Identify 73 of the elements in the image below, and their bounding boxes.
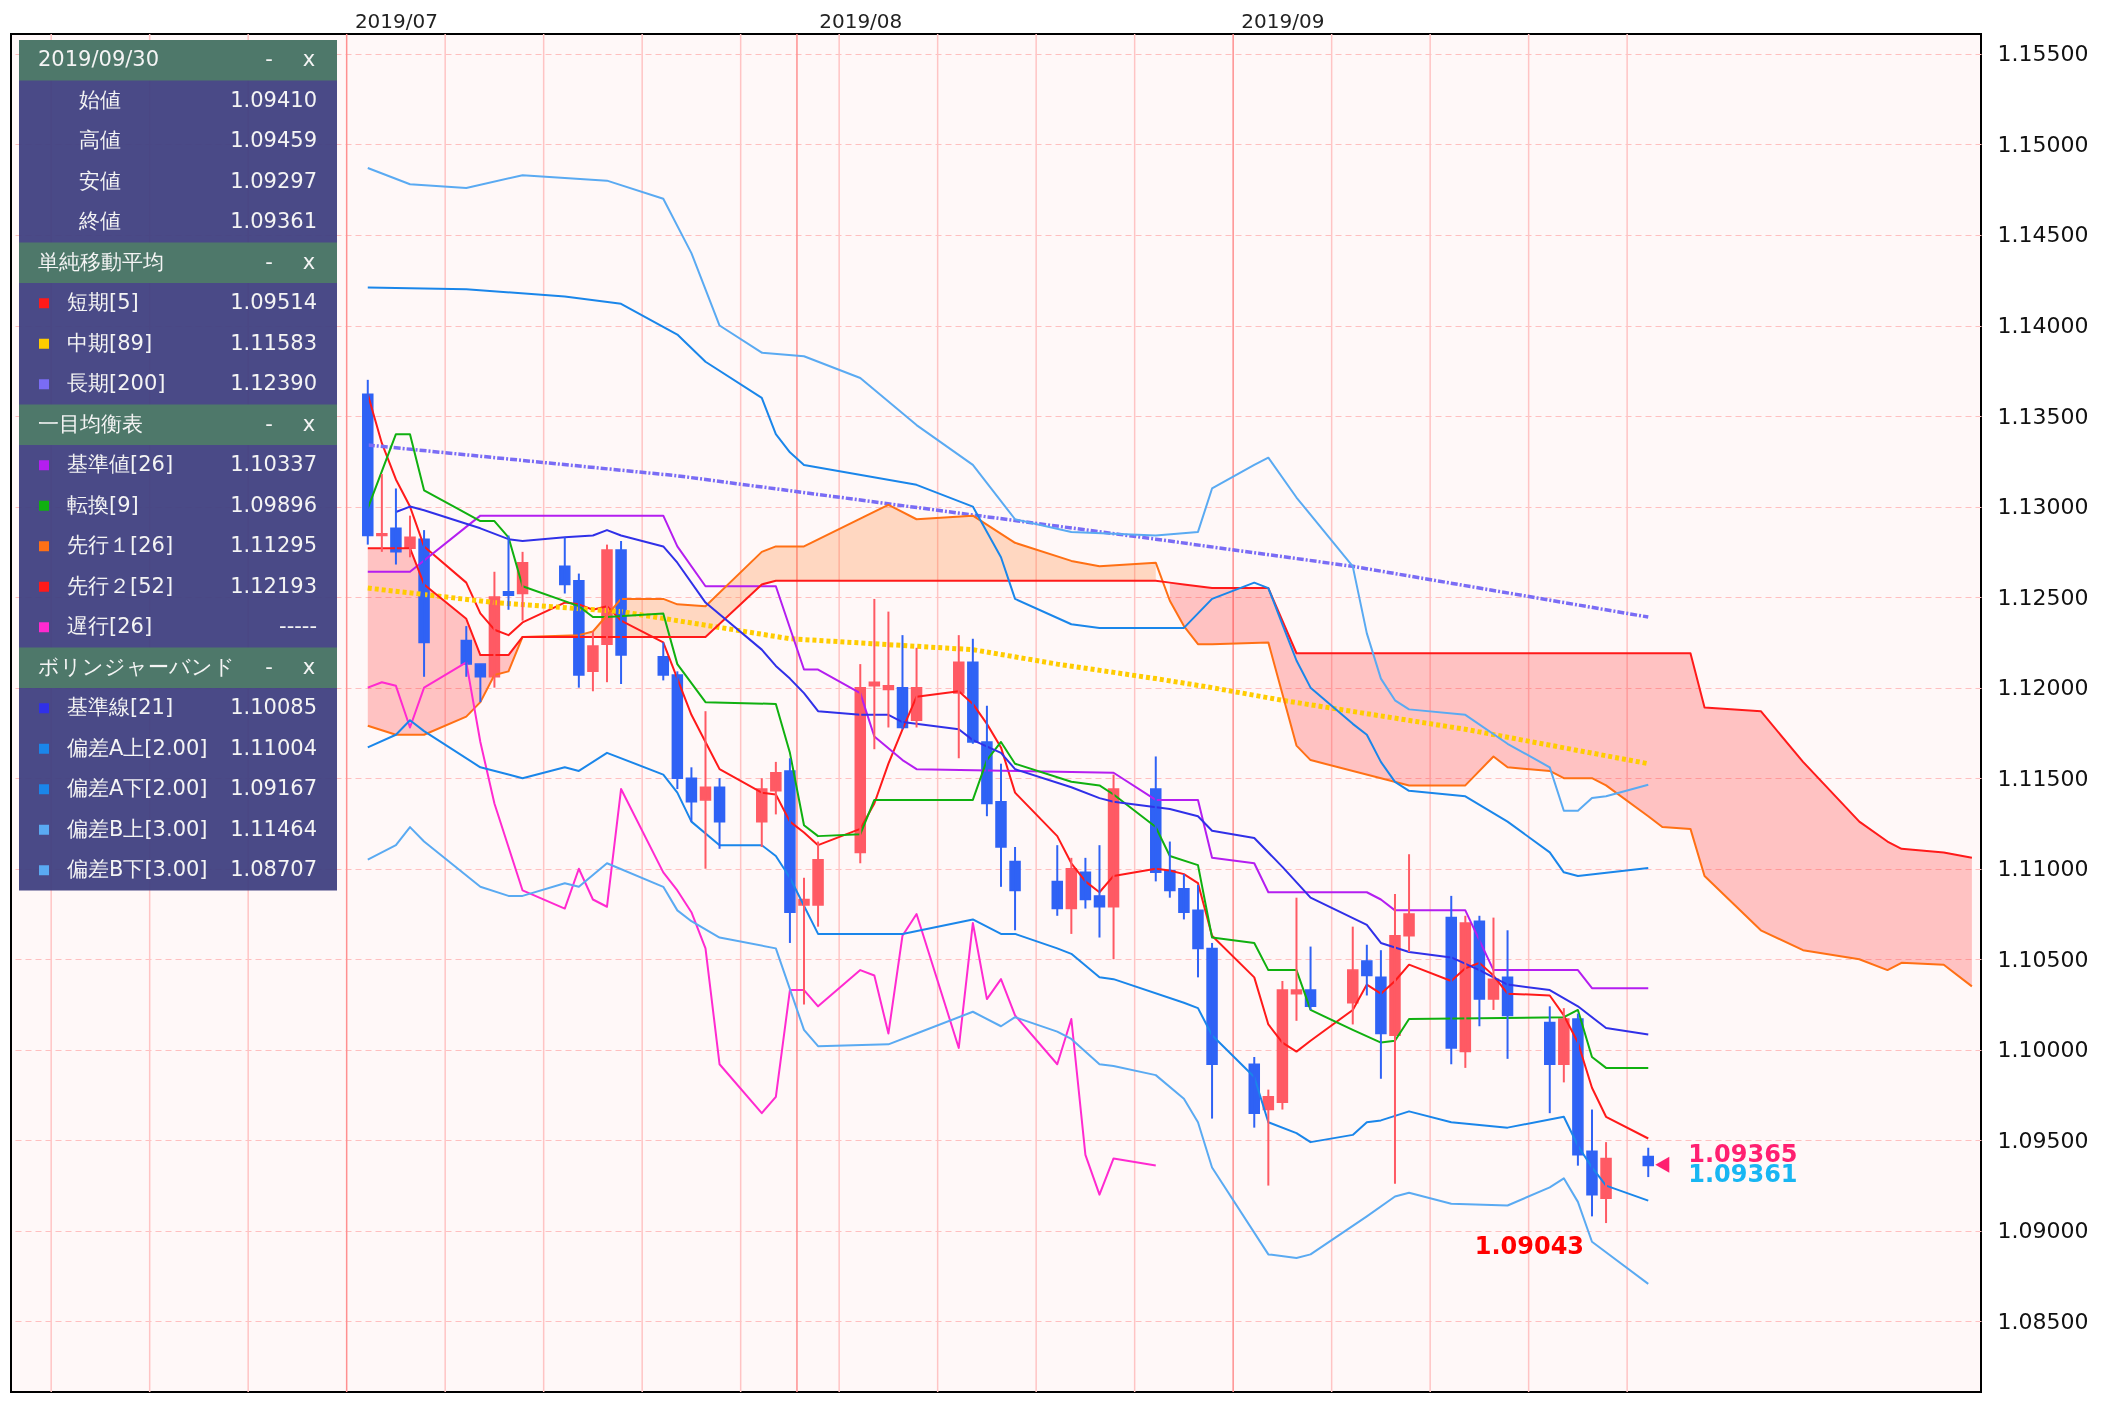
annotation: 1.09167 (230, 776, 317, 801)
candlestick (868, 597, 881, 751)
y-tick-label: 1.15500 (1997, 41, 2089, 67)
y-tick-label: 1.10000 (1997, 1037, 2089, 1063)
y-tick-label: 1.11000 (1997, 856, 2089, 882)
legend-label: 偏差B上[3.00] (67, 816, 208, 841)
annotation: 安値 (79, 168, 121, 193)
legend-label: 先行２[52] (67, 573, 174, 598)
annotation: x (302, 249, 316, 274)
annotation: 1.09297 (230, 168, 317, 193)
annotation: x (302, 411, 316, 436)
y-tick-label: 1.10500 (1997, 946, 2089, 972)
annotation: 始値 (79, 87, 121, 112)
annotation: 1.11004 (230, 735, 317, 760)
legend-label: 偏差B下[3.00] (67, 857, 208, 882)
annotation: - (265, 411, 273, 436)
line-series (366, 166, 1650, 812)
annotation: 2019/09/30 (38, 47, 160, 72)
annotation: 1.09361 (230, 209, 317, 234)
candlestick (770, 760, 782, 816)
y-tick-label: 1.13000 (1997, 494, 2089, 520)
y-tick-label: 1.13500 (1997, 403, 2089, 429)
legend-label: 短期[5] (67, 290, 139, 315)
annotation: 単純移動平均 (38, 249, 164, 274)
legend-label: 偏差A上[2.00] (67, 735, 208, 760)
x-tick-label: 2019/08 (819, 8, 903, 33)
line-series (366, 286, 1650, 877)
y-tick-label: 1.11500 (1997, 765, 2089, 791)
y-tick-label: 1.09000 (1997, 1218, 2089, 1244)
legend-label: 偏差A下[2.00] (67, 776, 208, 801)
legend-label: 中期[89] (67, 330, 153, 355)
annotation: 1.10085 (230, 695, 317, 720)
annotation: 1.10337 (230, 452, 317, 477)
annotation: 1.09410 (230, 87, 317, 112)
annotation: ----- (279, 614, 317, 639)
annotation: x (302, 654, 316, 679)
annotation: - (265, 654, 273, 679)
annotation: 1.09514 (230, 290, 317, 315)
line-series (366, 443, 1651, 619)
y-tick-label: 1.12000 (1997, 675, 2089, 701)
y-tick-label: 1.09500 (1997, 1127, 2089, 1153)
annotation: 1.09043 (1474, 1232, 1585, 1261)
legend-label: 転換[9] (67, 492, 139, 517)
line-series (366, 719, 1650, 1202)
legend-label: 先行１[26] (67, 533, 174, 558)
annotation: - (265, 47, 273, 72)
legend-label: 基準値[26] (67, 452, 174, 477)
annotation: 終値 (78, 209, 121, 234)
annotation: 1.12193 (230, 573, 317, 598)
legend-label: 基準線[21] (67, 695, 174, 720)
annotation: - (265, 249, 273, 274)
legend-label: 長期[200] (67, 371, 166, 396)
annotation: 1.11583 (230, 330, 317, 355)
annotation: ボリンジャーバンド (38, 654, 235, 679)
y-tick-label: 1.14000 (1997, 313, 2089, 339)
annotation: x (302, 47, 316, 72)
annotation: 1.11295 (230, 533, 317, 558)
annotation: 一目均衡表 (38, 411, 143, 436)
annotation: 1.08707 (230, 857, 317, 882)
x-tick-label: 2019/07 (354, 8, 438, 33)
annotation: 1.12390 (230, 371, 317, 396)
line-series (366, 661, 1157, 1196)
y-tick-label: 1.08500 (1997, 1308, 2089, 1334)
legend-label: 遅行[26] (67, 614, 153, 639)
line-series (366, 826, 1650, 1285)
annotation: 高値 (79, 128, 121, 153)
y-tick-label: 1.15000 (1997, 131, 2089, 157)
y-tick-label: 1.14500 (1997, 222, 2089, 248)
y-tick-label: 1.12500 (1997, 584, 2089, 610)
annotation: 1.09459 (230, 128, 317, 153)
annotation: 1.09896 (230, 492, 317, 517)
x-tick-label: 2019/09 (1241, 8, 1325, 33)
annotation: 1.11464 (230, 816, 317, 841)
